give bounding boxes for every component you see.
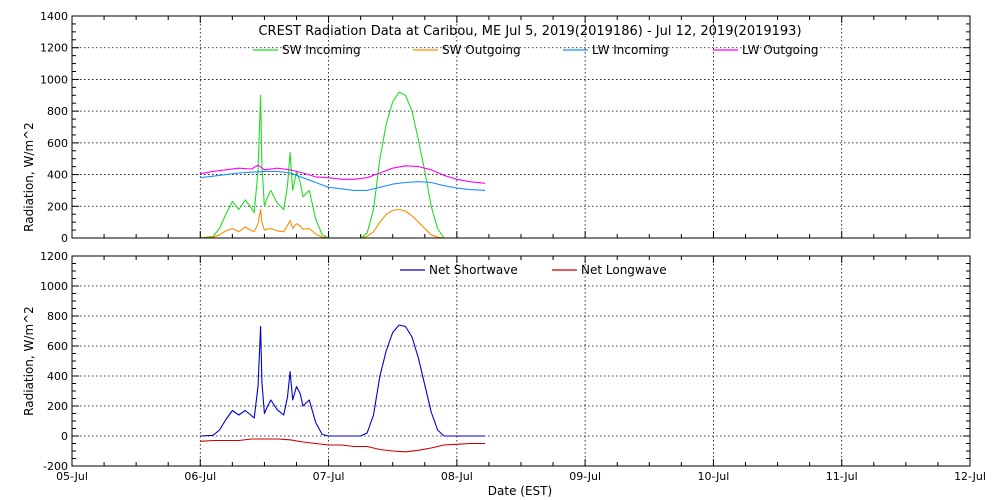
x-tick-label: 06-Jul: [184, 470, 216, 483]
top-panel: 0 200 400 600 800 1000 1200 1400 SW Incoming SW O…: [40, 10, 971, 245]
bottom-plot-frame: [71, 255, 971, 467]
x-tick-label: 08-Jul: [441, 470, 473, 483]
series-line-lw-outgoing: [200, 164, 486, 184]
top-y-axis-label: Radiation, W/m^2: [22, 122, 36, 232]
top-y-tick-label: 400: [47, 169, 68, 182]
top-plot-frame: [71, 15, 971, 239]
legend-label: LW Outgoing: [742, 43, 819, 57]
bottom-y-tick-label: 800: [47, 310, 68, 323]
top-y-tick-label: 0: [61, 232, 68, 245]
x-tick-label: 05-Jul: [56, 470, 88, 483]
bottom-y-tick-label: 1000: [40, 280, 68, 293]
series-line-sw-incoming: [200, 91, 486, 239]
top-y-tick-label: 800: [47, 105, 68, 118]
x-tick-label: 07-Jul: [313, 470, 345, 483]
x-tick-label: 11-Jul: [826, 470, 858, 483]
x-tick-label: 10-Jul: [697, 470, 729, 483]
bottom-y-axis-label: Radiation, W/m^2: [22, 306, 36, 416]
bottom-y-tick-label: 400: [47, 370, 68, 383]
series-line-net-shortwave: [200, 324, 486, 437]
bottom-y-tick-label: 600: [47, 340, 68, 353]
legend-label: Net Longwave: [581, 263, 667, 277]
x-tick-label: 12-Jul: [954, 470, 986, 483]
x-tick-label: 09-Jul: [569, 470, 601, 483]
legend-label: SW Incoming: [282, 43, 361, 57]
bottom-y-tick-label: 200: [47, 400, 68, 413]
legend-label: Net Shortwave: [429, 263, 518, 277]
legend-label: LW Incoming: [592, 43, 669, 57]
bottom-y-tick-label: -200: [43, 460, 68, 473]
chart-title: CREST Radiation Data at Caribou, ME Jul …: [258, 24, 801, 39]
bottom-panel: -200 0 200 400 600 800 1000 1200 05-Jul 06-Jul 07-…: [40, 250, 986, 483]
series-line-lw-incoming: [200, 170, 486, 191]
top-y-tick-label: 1400: [40, 10, 68, 23]
bottom-y-tick-label: 0: [61, 430, 68, 443]
top-y-tick-label: 1000: [40, 73, 68, 86]
top-y-tick-label: 600: [47, 137, 68, 150]
top-y-tick-label: 200: [47, 200, 68, 213]
series-line-net-longwave: [200, 438, 486, 453]
legend-label: SW Outgoing: [442, 43, 521, 57]
top-y-tick-label: 1200: [40, 42, 68, 55]
series-line-sw-outgoing: [200, 208, 486, 239]
bottom-y-tick-label: 1200: [40, 250, 68, 263]
x-axis-label: Date (EST): [488, 484, 552, 498]
